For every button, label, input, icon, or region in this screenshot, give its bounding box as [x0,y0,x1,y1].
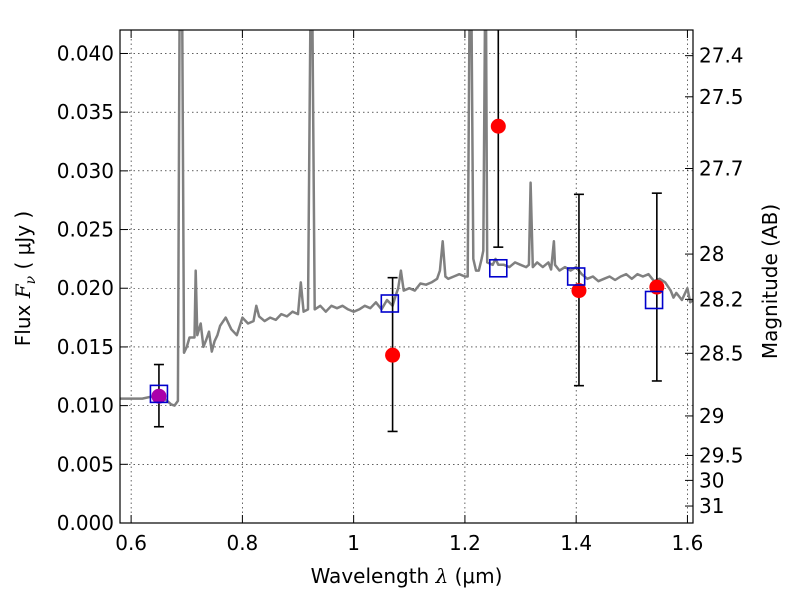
x-tick-label: 1.6 [672,531,704,555]
y-axis-label-unit: ( μJy ) [11,211,35,276]
observed-point [571,283,587,299]
y-tick-label: 0.035 [57,100,114,124]
y-tick-label: 0.020 [57,276,114,300]
x-tick-label: 1.2 [449,531,481,555]
y-axis-label-symbol: F [11,283,35,299]
model-photometry-square [380,294,400,313]
y-tick-label: 0.005 [57,452,114,476]
y-tick-label: 0.025 [57,218,114,242]
y-axis-label-prefix: Flux [11,298,35,346]
x-axis-label-unit: (μm) [448,564,502,588]
model-photometry-square [149,384,169,404]
model-spectrum-line [120,30,693,407]
x-tick-label: 0.8 [226,531,258,555]
observed-point [490,118,506,134]
y-axis-label-subscript: ν [23,275,39,284]
y2-axis-label: Magnitude (AB) [758,204,782,359]
x-tick-label: 1 [347,531,360,555]
y-tick-label: 0.030 [57,159,114,183]
y2-tick-label: 29 [699,404,724,428]
y2-tick-label: 28.2 [699,287,744,311]
observed-point [151,388,167,404]
y2-tick-label: 27.7 [699,156,744,180]
model-photometry-square [644,290,664,310]
y2-tick-label: 27.4 [699,44,744,68]
x-axis-label-symbol: λ [435,564,449,588]
y2-tick-label: 29.5 [699,443,744,467]
y2-tick-label: 28.5 [699,341,744,365]
y2-tick-label: 28 [699,242,724,266]
y-tick-label: 0.015 [57,335,114,359]
y2-tick-label: 30 [699,468,724,492]
x-tick-label: 1.4 [560,531,592,555]
y-tick-label: 0.010 [57,394,114,418]
model-photometry-square [488,258,508,278]
observed-point [385,347,401,363]
y-tick-label: 0.000 [57,511,114,535]
model-photometry-square [566,267,586,286]
axis-ticks: 0.6 0.8 1 1.2 1.4 1.6 0.000 0.005 0.010 0.015 0.02… [57,30,744,555]
y2-tick-label: 31 [699,494,724,518]
y-tick-label: 0.040 [57,41,114,65]
y-axis-label: Flux Fν ( μJy ) [11,211,39,346]
y2-tick-label: 27.5 [699,85,744,109]
x-tick-label: 0.6 [115,531,147,555]
plot-frame [119,29,694,524]
plot-area [120,30,693,433]
x-axis-label-prefix: Wavelength [311,564,436,588]
x-axis-label: Wavelength λ (μm) [311,564,503,588]
